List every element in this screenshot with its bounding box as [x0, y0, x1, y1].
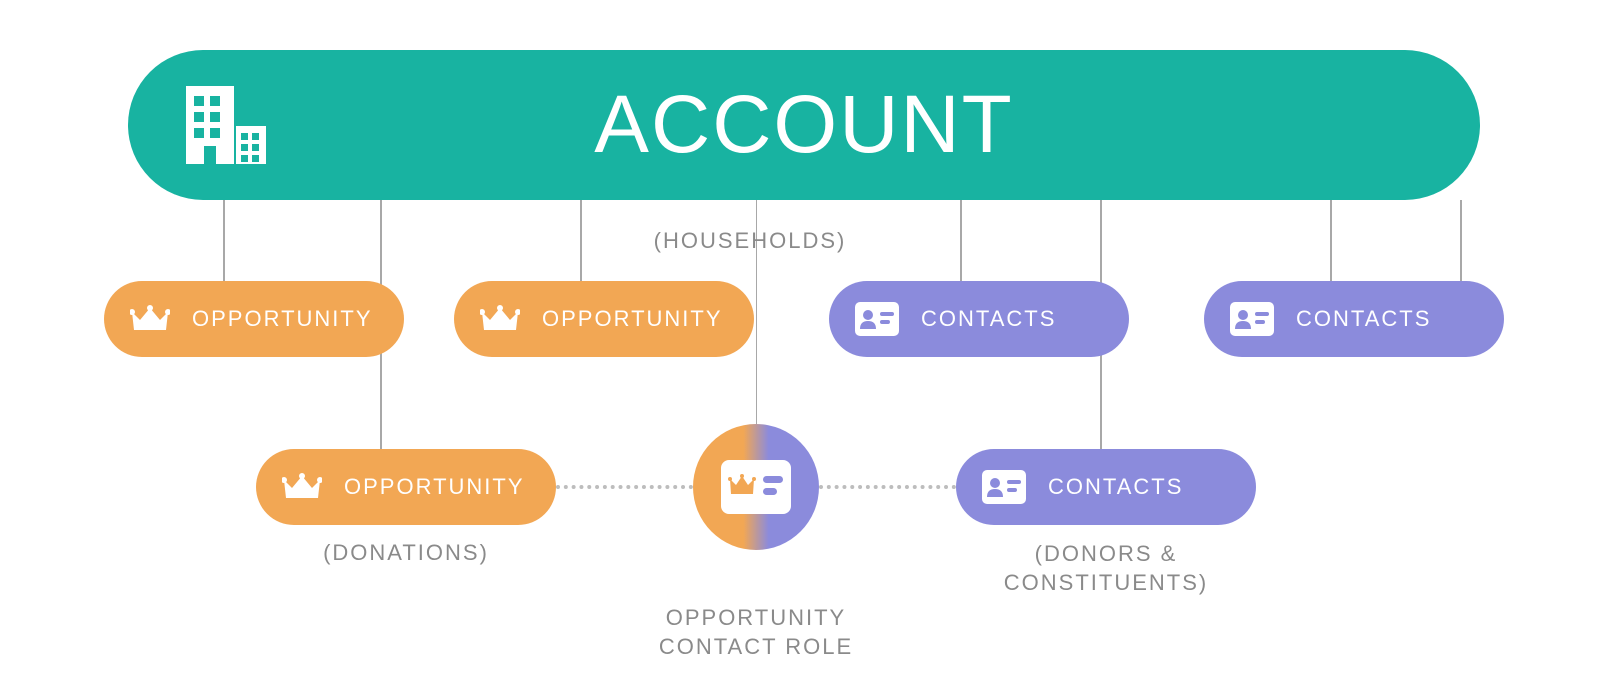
- opportunity-node: OPPORTUNITY: [256, 449, 556, 525]
- connector-line: [960, 200, 962, 281]
- connector-line: [1460, 200, 1462, 281]
- account-label: ACCOUNT: [128, 78, 1480, 172]
- opportunity-node: OPPORTUNITY: [454, 281, 754, 357]
- dotted-connector: [556, 485, 693, 489]
- contact-card-icon: [1230, 302, 1274, 336]
- line2: CONSTITUENTS): [1004, 570, 1208, 595]
- donors-constituents-label: (DONORS & CONSTITUENTS): [956, 540, 1256, 597]
- contacts-node: CONTACTS: [1204, 281, 1504, 357]
- account-node: ACCOUNT: [128, 50, 1480, 200]
- pill-label: OPPORTUNITY: [344, 474, 525, 500]
- diagram-canvas: ACCOUNT (HOUSEHOLDS) OPPORTUNITY OPPORTU…: [0, 0, 1600, 698]
- opportunity-node: OPPORTUNITY: [104, 281, 404, 357]
- connector-line: [1330, 200, 1332, 281]
- crown-icon: [282, 472, 322, 502]
- pill-label: CONTACTS: [1048, 474, 1183, 500]
- opportunity-contact-role-node: [693, 424, 819, 550]
- crown-icon: [480, 304, 520, 334]
- dotted-connector: [819, 485, 956, 489]
- pill-label: OPPORTUNITY: [192, 306, 373, 332]
- households-label: (HOUSEHOLDS): [600, 228, 900, 254]
- ocr-label: OPPORTUNITY CONTACT ROLE: [606, 604, 906, 661]
- pill-label: CONTACTS: [921, 306, 1056, 332]
- pill-label: OPPORTUNITY: [542, 306, 723, 332]
- line2: CONTACT ROLE: [659, 634, 853, 659]
- crown-icon: [130, 304, 170, 334]
- crown-card-icon: [721, 460, 791, 514]
- line1: OPPORTUNITY: [666, 605, 847, 630]
- contacts-node: CONTACTS: [829, 281, 1129, 357]
- donations-label: (DONATIONS): [256, 540, 556, 566]
- contacts-node: CONTACTS: [956, 449, 1256, 525]
- contact-card-icon: [982, 470, 1026, 504]
- connector-line: [223, 200, 225, 281]
- line1: (DONORS &: [1035, 541, 1178, 566]
- pill-label: CONTACTS: [1296, 306, 1431, 332]
- contact-card-icon: [855, 302, 899, 336]
- connector-line: [580, 200, 582, 281]
